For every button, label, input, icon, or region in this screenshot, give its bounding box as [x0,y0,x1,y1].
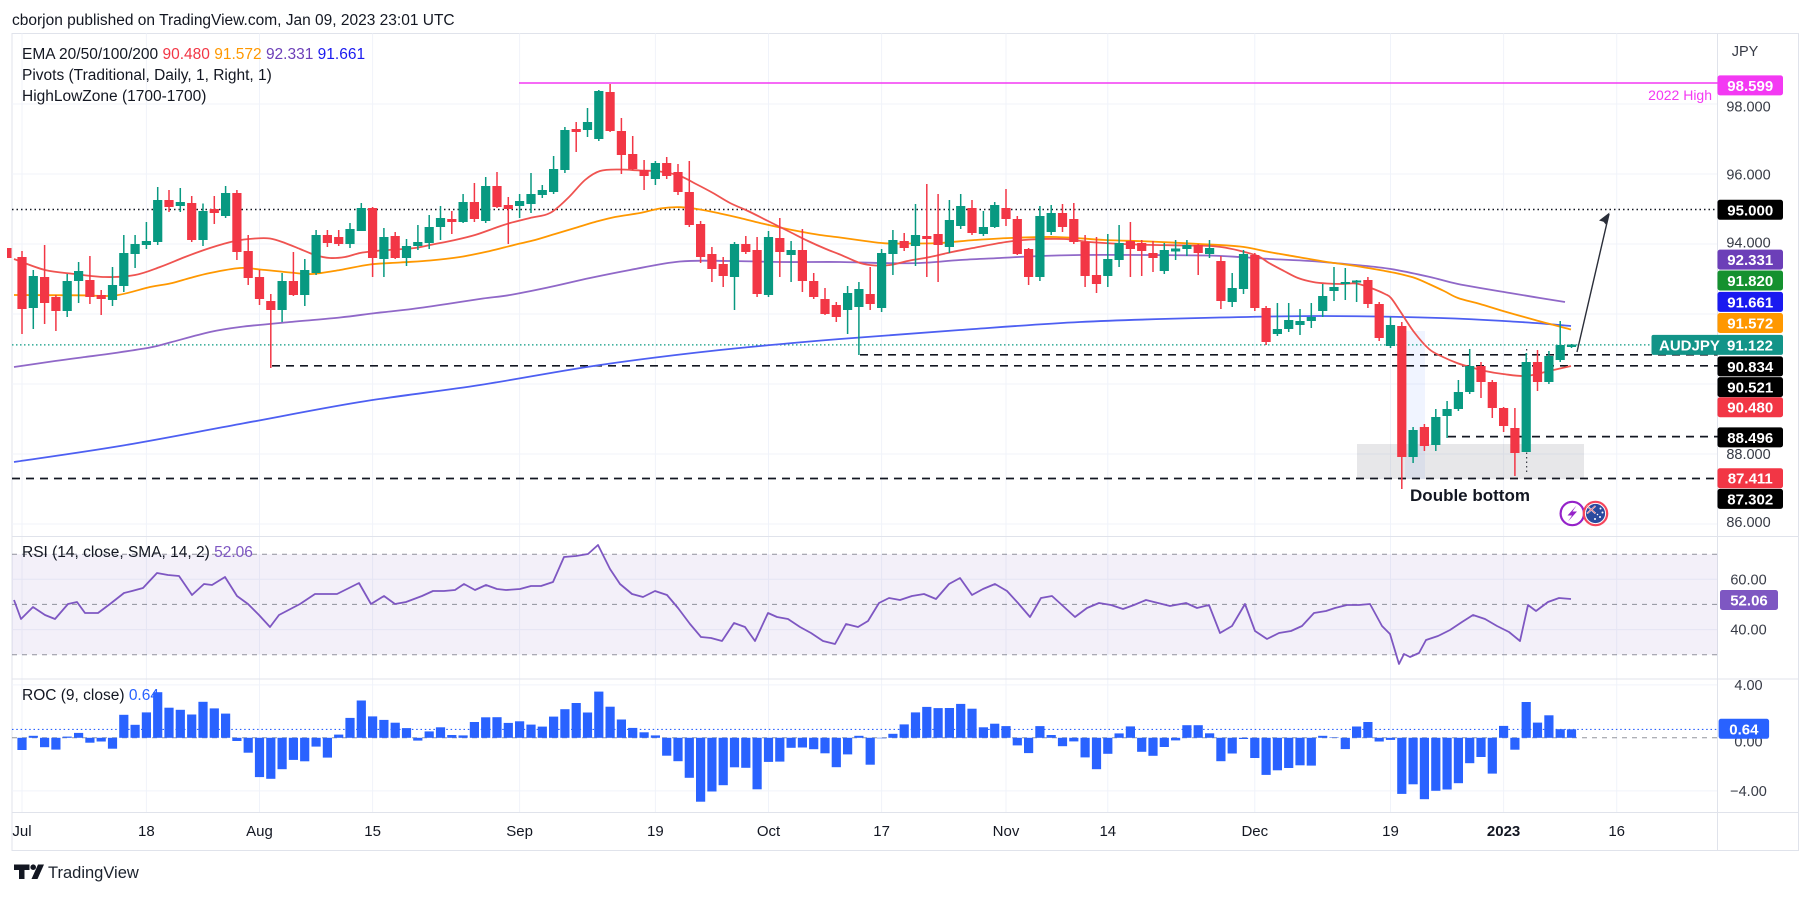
svg-text:16: 16 [1608,823,1625,840]
svg-text:95.000: 95.000 [1727,202,1773,219]
svg-text:4.00: 4.00 [1734,678,1762,694]
svg-text:AUDJPY: AUDJPY [1659,337,1720,354]
svg-text:RSI (14, close, SMA, 14, 2) 52: RSI (14, close, SMA, 14, 2) 52.06 [22,544,253,561]
svg-text:87.411: 87.411 [1728,471,1773,488]
svg-text:19: 19 [647,823,664,840]
svg-text:Sep: Sep [506,823,533,840]
svg-text:91.661: 91.661 [1727,294,1773,311]
svg-text:Aug: Aug [246,823,273,840]
svg-text:18: 18 [138,823,155,840]
svg-text:88.496: 88.496 [1727,430,1773,447]
svg-text:92.331: 92.331 [1727,252,1773,269]
svg-text:Jul: Jul [12,823,31,840]
svg-text:HighLowZone (1700-1700): HighLowZone (1700-1700) [22,88,206,105]
svg-text:96.000: 96.000 [1726,167,1770,183]
svg-text:Pivots (Traditional, Daily, 1,: Pivots (Traditional, Daily, 1, Right, 1) [22,67,272,84]
svg-text:17: 17 [873,823,890,840]
svg-text:15: 15 [364,823,381,840]
svg-text:0.64: 0.64 [1729,721,1759,738]
svg-text:98.000: 98.000 [1726,100,1770,116]
svg-text:Dec: Dec [1241,823,1268,840]
svg-text:ROC (9, close) 0.64: ROC (9, close) 0.64 [22,687,159,704]
svg-text:87.302: 87.302 [1727,491,1773,508]
svg-text:86.000: 86.000 [1726,515,1770,531]
svg-text:52.06: 52.06 [1730,593,1768,610]
svg-text:Oct: Oct [757,823,781,840]
svg-text:JPY: JPY [1732,44,1759,60]
svg-text:40.00: 40.00 [1730,623,1766,639]
svg-text:91.820: 91.820 [1727,273,1773,290]
svg-text:Double bottom: Double bottom [1410,486,1530,505]
svg-text:90.834: 90.834 [1727,359,1774,376]
svg-text:Nov: Nov [993,823,1020,840]
svg-text:19: 19 [1382,823,1399,840]
svg-text:2023: 2023 [1487,823,1520,840]
svg-text:TradingView: TradingView [48,864,139,882]
svg-text:91.122: 91.122 [1727,337,1773,354]
svg-text:−4.00: −4.00 [1730,784,1767,800]
svg-text:60.00: 60.00 [1730,572,1766,588]
svg-text:90.521: 90.521 [1727,380,1773,397]
svg-text:2022 High: 2022 High [1648,87,1712,103]
svg-text:14: 14 [1099,823,1116,840]
svg-text:88.000: 88.000 [1726,447,1770,463]
svg-text:98.599: 98.599 [1727,78,1773,95]
svg-text:91.572: 91.572 [1727,316,1773,333]
svg-text:90.480: 90.480 [1727,400,1773,417]
svg-text:94.000: 94.000 [1726,236,1770,252]
svg-text:EMA 20/50/100/200 90.480 91.57: EMA 20/50/100/200 90.480 91.572 92.331 9… [22,46,365,63]
svg-text:cborjon published on TradingVi: cborjon published on TradingView.com, Ja… [12,12,455,29]
